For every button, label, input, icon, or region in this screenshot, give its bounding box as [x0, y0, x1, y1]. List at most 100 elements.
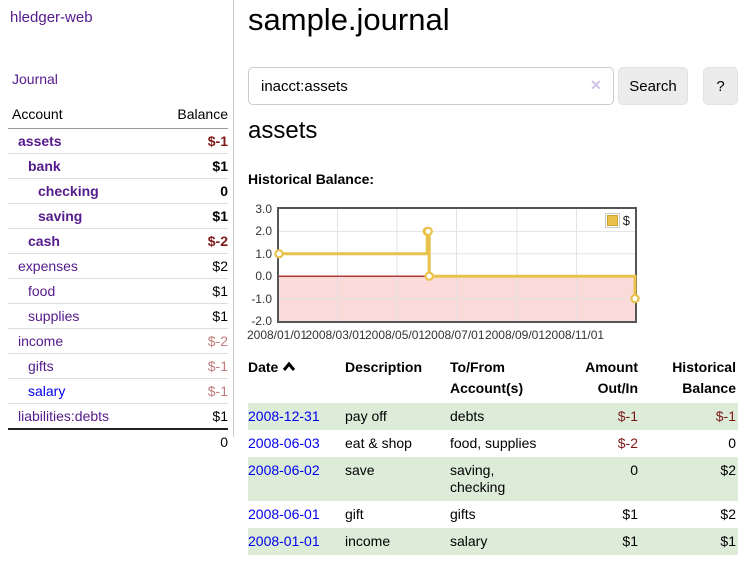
register-row: 2008-12-31 pay off debts $-1 $-1	[248, 403, 738, 430]
account-link[interactable]: cash	[28, 233, 60, 249]
y-axis-tick-label: -1.0	[251, 291, 272, 306]
transaction-date-link[interactable]: 2008-01-01	[248, 533, 320, 549]
register-header-balance: Historical Balance	[672, 359, 736, 396]
transaction-date-link[interactable]: 2008-12-31	[248, 408, 320, 424]
account-link[interactable]: gifts	[28, 358, 54, 374]
y-axis-tick-label: 1.0	[255, 246, 272, 261]
account-balance: $-1	[150, 128, 228, 154]
accounts-table: Account Balance assets $-1 bank $1 checking 0…	[8, 102, 228, 454]
x-axis-tick-label: 2008/09/01	[484, 328, 545, 342]
x-axis-tick-label: 2008/05/01	[364, 328, 426, 342]
x-axis-tick-label: 2008/03/01	[305, 328, 366, 342]
page-title: sample.journal	[248, 2, 450, 37]
transaction-description: gift	[345, 506, 364, 522]
account-row: food $1	[8, 278, 228, 304]
transaction-accounts: gifts	[450, 506, 476, 522]
help-button[interactable]: ?	[703, 67, 738, 105]
account-balance: 0	[150, 178, 228, 204]
account-link[interactable]: assets	[18, 133, 62, 149]
account-row: assets $-1	[8, 128, 228, 154]
transaction-balance: $-1	[715, 408, 736, 424]
chart-label: Historical Balance:	[248, 171, 375, 187]
chart-legend: $	[604, 213, 630, 228]
account-balance: $-1	[150, 378, 228, 404]
transaction-date-link[interactable]: 2008-06-03	[248, 435, 320, 451]
transaction-balance: 0	[728, 435, 736, 451]
y-axis-tick-label: 2.0	[255, 224, 272, 239]
sidebar: hledger-web Journal Account Balance asse…	[0, 0, 233, 582]
register-header-accounts: To/From Account(s)	[450, 359, 524, 396]
account-link[interactable]: liabilities:debts	[18, 408, 110, 424]
account-link[interactable]: expenses	[18, 258, 78, 274]
account-row: checking 0	[8, 178, 228, 204]
transaction-date-link[interactable]: 2008-06-01	[248, 506, 320, 522]
y-axis-tick-label: 3.0	[255, 202, 272, 216]
account-balance: $1	[150, 403, 228, 430]
transaction-accounts: debts	[450, 408, 485, 424]
account-link[interactable]: income	[18, 333, 64, 349]
account-balance: $-2	[150, 328, 228, 354]
accounts-table-body: assets $-1 bank $1 checking 0 saving $1 cash $-2 e…	[8, 128, 228, 430]
transaction-accounts: saving, checking	[450, 462, 506, 495]
account-row: bank $1	[8, 153, 228, 179]
transaction-amount: $1	[622, 533, 638, 549]
register-row: 2008-01-01 income salary $1 $1	[248, 528, 738, 555]
legend-swatch	[606, 215, 618, 226]
register-header-description: Description	[345, 359, 423, 375]
historical-balance-chart: 3.0 2.0 1.0 0.0 -1.0 -2.0 $ 2008/01/01 2008/03…	[240, 202, 660, 342]
account-balance: $-2	[150, 228, 228, 254]
transaction-balance: $2	[720, 462, 736, 478]
app-brand-link[interactable]: hledger-web	[10, 9, 93, 26]
account-link[interactable]: salary	[28, 383, 66, 399]
register-row: 2008-06-01 gift gifts $1 $2	[248, 501, 738, 528]
account-balance: $1	[150, 278, 228, 304]
sidebar-item-journal[interactable]: Journal	[12, 71, 58, 87]
account-row: gifts $-1	[8, 353, 228, 379]
transaction-date-link[interactable]: 2008-06-02	[248, 462, 320, 478]
account-row: salary $-1	[8, 378, 228, 404]
account-link[interactable]: bank	[28, 158, 61, 174]
main-content: sample.journal ✕ Search ? assets Histori…	[247, 0, 742, 582]
search-button[interactable]: Search	[618, 67, 688, 105]
accounts-header-account: Account	[8, 102, 151, 129]
register-row: 2008-06-02 save saving, checking 0 $2	[248, 457, 738, 501]
accounts-total-row: 0	[8, 428, 228, 454]
register-header-amount: Amount Out/In	[585, 359, 638, 396]
account-row: supplies $1	[8, 303, 228, 329]
account-balance: $1	[150, 153, 228, 179]
clear-search-icon[interactable]: ✕	[590, 77, 602, 93]
y-axis-tick-label: 0.0	[255, 269, 272, 284]
y-axis-tick-label: -2.0	[251, 314, 272, 328]
accounts-header-row: Account Balance	[8, 102, 228, 129]
account-row: expenses $2	[8, 253, 228, 279]
sidebar-divider	[233, 0, 234, 437]
transaction-description: eat & shop	[345, 435, 412, 451]
account-link[interactable]: checking	[38, 183, 99, 199]
legend-swatch-box	[604, 213, 620, 228]
transaction-amount: $-1	[617, 408, 638, 424]
transaction-balance: $2	[720, 506, 736, 522]
account-link[interactable]: saving	[38, 208, 83, 224]
transaction-amount: 0	[630, 462, 638, 478]
register-table: Date Description To/From Account(s) Amount …	[248, 355, 738, 555]
register-table-body: 2008-12-31 pay off debts $-1 $-1 2008-06-03 ea…	[248, 403, 738, 555]
sort-ascending-icon[interactable]	[282, 361, 296, 372]
account-row: income $-2	[8, 328, 228, 354]
account-balance: $-1	[150, 353, 228, 379]
register-header-date[interactable]: Date	[248, 355, 345, 403]
account-balance: $2	[150, 253, 228, 279]
register-account-title: assets	[248, 117, 318, 144]
register-row: 2008-06-03 eat & shop food, supplies $-2 0	[248, 430, 738, 457]
chart-x-axis-labels: 2008/01/01 2008/03/01 2008/05/01 2008/07/01…	[247, 328, 633, 342]
chart-plot-area[interactable]: $	[274, 207, 640, 323]
account-link[interactable]: food	[28, 283, 56, 299]
transaction-description: income	[345, 533, 391, 549]
account-row: liabilities:debts $1	[8, 403, 228, 430]
register-header-row: Date Description To/From Account(s) Amount …	[248, 355, 738, 403]
transaction-accounts: salary	[450, 533, 488, 549]
account-link[interactable]: supplies	[28, 308, 80, 324]
x-axis-tick-label: 2008/07/01	[424, 328, 485, 342]
account-balance: $1	[150, 203, 228, 229]
transaction-balance: $1	[720, 533, 736, 549]
search-input[interactable]	[248, 67, 614, 105]
